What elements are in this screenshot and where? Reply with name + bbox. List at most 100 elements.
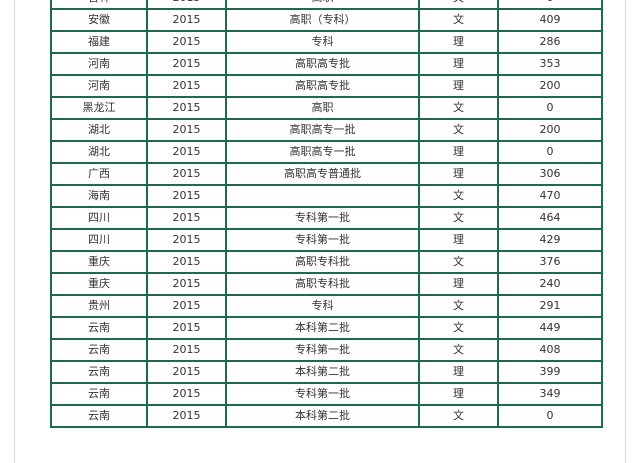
year-cell: 2015 bbox=[146, 30, 227, 54]
province-cell: 重庆 bbox=[50, 272, 148, 296]
batch-cell: 高职 bbox=[225, 0, 420, 10]
subject-cell: 文 bbox=[418, 338, 499, 362]
province-cell: 黑龙江 bbox=[50, 96, 148, 120]
subject-cell: 文 bbox=[418, 0, 499, 10]
batch-cell: 高职高专一批 bbox=[225, 118, 420, 142]
year-cell: 2015 bbox=[146, 228, 227, 252]
province-cell: 湖北 bbox=[50, 118, 148, 142]
table-row: 云南 2015 本科第二批理 399 bbox=[50, 360, 603, 384]
subject-cell: 理 bbox=[418, 30, 499, 54]
batch-cell bbox=[225, 184, 420, 208]
year-cell: 2015 bbox=[146, 360, 227, 384]
table-row: 海南 2015 文 470 bbox=[50, 184, 603, 208]
batch-cell: 专科第一批 bbox=[225, 206, 420, 230]
score-cell: 306 bbox=[497, 162, 603, 186]
year-cell: 2015 bbox=[146, 184, 227, 208]
province-cell: 云南 bbox=[50, 316, 148, 340]
page-edge bbox=[14, 0, 15, 463]
batch-cell: 高职高专普通批 bbox=[225, 162, 420, 186]
subject-cell: 理 bbox=[418, 140, 499, 164]
year-cell: 2015 bbox=[146, 52, 227, 76]
year-cell: 2015 bbox=[146, 8, 227, 32]
subject-cell: 文 bbox=[418, 96, 499, 120]
subject-cell: 文 bbox=[418, 184, 499, 208]
score-cell: 0 bbox=[497, 140, 603, 164]
table-row: 重庆 2015 高职专科批理 240 bbox=[50, 272, 603, 296]
province-cell: 贵州 bbox=[50, 294, 148, 318]
table-row: 河南 2015 高职高专批理 353 bbox=[50, 52, 603, 76]
province-cell: 四川 bbox=[50, 206, 148, 230]
table-row: 四川 2015 专科第一批理 429 bbox=[50, 228, 603, 252]
score-cell: 291 bbox=[497, 294, 603, 318]
year-cell: 2015 bbox=[146, 206, 227, 230]
province-cell: 吉林 bbox=[50, 0, 148, 10]
batch-cell: 专科 bbox=[225, 294, 420, 318]
table-row: 湖北 2015 高职高专一批文 200 bbox=[50, 118, 603, 142]
subject-cell: 文 bbox=[418, 316, 499, 340]
table-row: 安徽 2015 高职（专科）文 409 bbox=[50, 8, 603, 32]
batch-cell: 高职（专科） bbox=[225, 8, 420, 32]
year-cell: 2015 bbox=[146, 118, 227, 142]
province-cell: 海南 bbox=[50, 184, 148, 208]
subject-cell: 文 bbox=[418, 8, 499, 32]
subject-cell: 文 bbox=[418, 294, 499, 318]
subject-cell: 理 bbox=[418, 360, 499, 384]
subject-cell: 理 bbox=[418, 52, 499, 76]
table-row: 四川 2015 专科第一批文 464 bbox=[50, 206, 603, 230]
year-cell: 2015 bbox=[146, 74, 227, 98]
score-cell: 409 bbox=[497, 8, 603, 32]
score-cell: 240 bbox=[497, 272, 603, 296]
subject-cell: 理 bbox=[418, 272, 499, 296]
score-cell: 353 bbox=[497, 52, 603, 76]
score-cell: 0 bbox=[497, 96, 603, 120]
score-cell: 349 bbox=[497, 382, 603, 406]
batch-cell: 高职 bbox=[225, 96, 420, 120]
province-cell: 四川 bbox=[50, 228, 148, 252]
batch-cell: 高职高专批 bbox=[225, 52, 420, 76]
batch-cell: 高职专科批 bbox=[225, 272, 420, 296]
batch-cell: 专科第一批 bbox=[225, 228, 420, 252]
year-cell: 2015 bbox=[146, 316, 227, 340]
score-cell: 0 bbox=[497, 0, 603, 10]
batch-cell: 高职高专批 bbox=[225, 74, 420, 98]
province-cell: 湖北 bbox=[50, 140, 148, 164]
province-cell: 云南 bbox=[50, 382, 148, 406]
province-cell: 云南 bbox=[50, 360, 148, 384]
table-row: 云南 2015 本科第二批文 0 bbox=[50, 404, 603, 428]
score-cell: 376 bbox=[497, 250, 603, 274]
score-cell: 286 bbox=[497, 30, 603, 54]
province-cell: 云南 bbox=[50, 338, 148, 362]
subject-cell: 理 bbox=[418, 228, 499, 252]
page-edge bbox=[625, 0, 626, 463]
batch-cell: 本科第二批 bbox=[225, 404, 420, 428]
table-row: 贵州 2015 专科文 291 bbox=[50, 294, 603, 318]
score-cell: 200 bbox=[497, 74, 603, 98]
province-cell: 河南 bbox=[50, 74, 148, 98]
table-row: 福建 2015 专科理 286 bbox=[50, 30, 603, 54]
table-body: 吉林2015高职文0安徽2015高职（专科）文409福建2015专科理286河南… bbox=[50, 0, 603, 428]
subject-cell: 文 bbox=[418, 250, 499, 274]
province-cell: 广西 bbox=[50, 162, 148, 186]
table-row: 湖北 2015 高职高专一批理 0 bbox=[50, 140, 603, 164]
batch-cell: 专科 bbox=[225, 30, 420, 54]
batch-cell: 高职高专一批 bbox=[225, 140, 420, 164]
year-cell: 2015 bbox=[146, 294, 227, 318]
year-cell: 2015 bbox=[146, 272, 227, 296]
score-cell: 408 bbox=[497, 338, 603, 362]
subject-cell: 理 bbox=[418, 162, 499, 186]
score-cell: 470 bbox=[497, 184, 603, 208]
year-cell: 2015 bbox=[146, 250, 227, 274]
year-cell: 2015 bbox=[146, 404, 227, 428]
subject-cell: 文 bbox=[418, 206, 499, 230]
subject-cell: 文 bbox=[418, 118, 499, 142]
table-row: 广西 2015 高职高专普通批理 306 bbox=[50, 162, 603, 186]
batch-cell: 本科第二批 bbox=[225, 316, 420, 340]
province-cell: 安徽 bbox=[50, 8, 148, 32]
batch-cell: 专科第一批 bbox=[225, 338, 420, 362]
batch-cell: 高职专科批 bbox=[225, 250, 420, 274]
year-cell: 2015 bbox=[146, 162, 227, 186]
score-cell: 429 bbox=[497, 228, 603, 252]
batch-cell: 专科第一批 bbox=[225, 382, 420, 406]
table-row: 云南 2015 专科第一批理 349 bbox=[50, 382, 603, 406]
table-row: 河南 2015 高职高专批理 200 bbox=[50, 74, 603, 98]
